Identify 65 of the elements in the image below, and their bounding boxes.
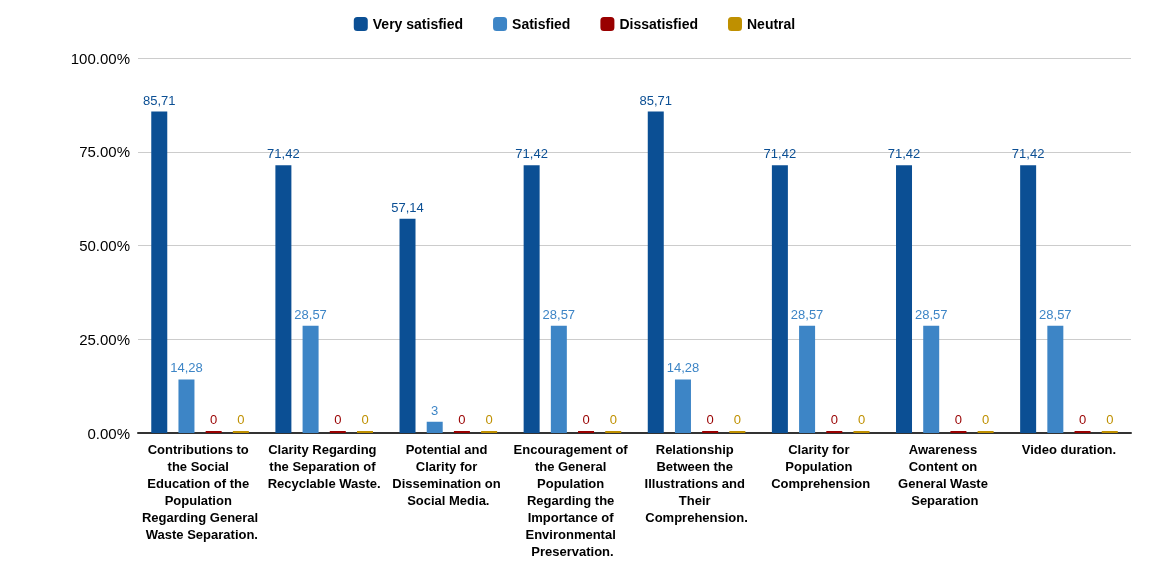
data-label: 0 (210, 412, 218, 427)
bar (275, 165, 292, 433)
data-label: 28,57 (294, 306, 327, 322)
legend-label: Dissatisfied (619, 16, 698, 32)
data-label: 0 (1106, 412, 1114, 427)
data-label: 0 (458, 412, 466, 427)
data-label: 85,71 (142, 92, 176, 108)
data-label: 57,14 (391, 199, 424, 215)
x-tick-label: Clarity Regarding the Separation of Recyclable Waste. (267, 442, 381, 491)
data-label: 85,71 (639, 92, 673, 108)
x-tick-label: Clarity for Population Comprehension (771, 442, 871, 491)
bar (1047, 325, 1064, 433)
bar (178, 379, 195, 433)
data-label: 71,42 (267, 146, 300, 162)
bar (647, 111, 664, 433)
data-label: 14,28 (170, 360, 203, 376)
data-label: 0 (982, 412, 990, 427)
x-tick-label: Encouragement of the General Population Regarding the Importance of Environmental Preservation. (513, 442, 632, 559)
bar (550, 325, 567, 433)
y-tick-label: 100.00% (70, 49, 130, 67)
legend-label: Neutral (746, 16, 796, 32)
data-label: 0 (954, 412, 963, 427)
bar (426, 421, 443, 433)
y-tick-label: 25.00% (79, 330, 130, 348)
data-label: 28,57 (1039, 306, 1072, 322)
data-label: 28,57 (914, 306, 948, 322)
bar (399, 218, 416, 433)
data-label: 0 (361, 412, 369, 427)
bar (674, 379, 691, 433)
y-tick-label: 50.00% (79, 237, 130, 254)
bar (302, 325, 319, 433)
data-label: 28,57 (542, 306, 576, 322)
x-tick-label: Potential and Clarity for Dissemination on Social Media. (392, 442, 505, 508)
data-label: 0 (237, 412, 245, 427)
data-label: 71,42 (887, 146, 921, 162)
bar (896, 165, 913, 433)
data-label: 0 (582, 412, 590, 427)
data-label: 71,42 (515, 146, 548, 162)
x-tick-label: Relationship Between the Illustrations and Their Comprehension. (644, 442, 749, 525)
bar (771, 165, 788, 433)
data-label: 0 (857, 412, 866, 427)
data-label: 0 (830, 412, 838, 427)
x-tick-label: Video duration. (1021, 442, 1117, 457)
data-label: 28,57 (790, 306, 824, 322)
data-label: 71,42 (763, 146, 797, 162)
data-label: 0 (334, 412, 342, 427)
legend-label: Satisfied (512, 16, 571, 32)
data-label: 71,42 (1011, 146, 1045, 162)
data-label: 0 (1078, 412, 1087, 427)
bar (523, 165, 540, 433)
bar (923, 325, 940, 433)
x-tick-label: Contributions to the Social Education of the Population Regarding General Waste Separation. (141, 442, 259, 542)
data-label: 14,28 (666, 360, 700, 376)
legend-label: Very satisfied (372, 16, 464, 32)
data-label: 0 (485, 412, 493, 427)
data-label: 0 (609, 412, 617, 427)
y-tick-label: 0.00% (87, 424, 130, 442)
data-label: 0 (706, 412, 714, 427)
y-tick-label: 75.00% (79, 143, 130, 161)
data-label: 3 (431, 402, 439, 418)
x-tick-label: Awareness Content on General Waste Separation (898, 442, 992, 508)
bar (1020, 165, 1037, 433)
bar (151, 111, 168, 433)
data-label: 0 (733, 412, 741, 427)
bar (799, 325, 816, 433)
